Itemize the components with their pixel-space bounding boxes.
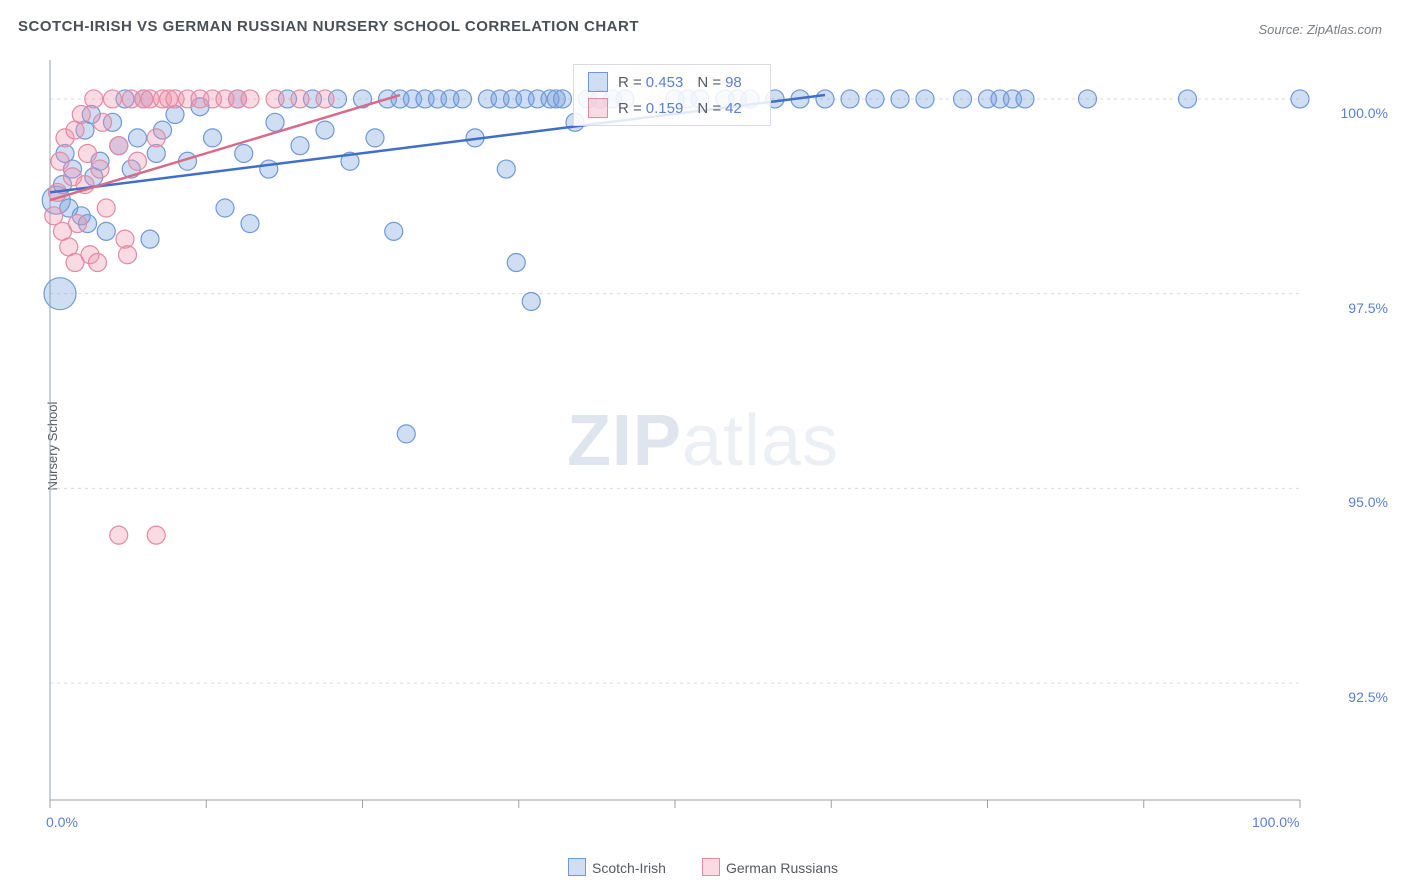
scatter-point	[204, 129, 222, 147]
x-tick-label: 100.0%	[1252, 814, 1299, 830]
scatter-point	[110, 526, 128, 544]
scatter-point	[44, 278, 76, 310]
y-tick-label: 92.5%	[1348, 689, 1388, 705]
legend-label: German Russians	[726, 860, 838, 876]
stats-swatch	[588, 98, 608, 118]
scatter-point	[260, 160, 278, 178]
scatter-point	[954, 90, 972, 108]
scatter-point	[241, 215, 259, 233]
scatter-point	[147, 526, 165, 544]
scatter-point	[866, 90, 884, 108]
scatter-point	[51, 152, 69, 170]
legend-item: German Russians	[702, 860, 838, 876]
scatter-point	[110, 137, 128, 155]
scatter-point	[141, 230, 159, 248]
scatter-point	[554, 90, 572, 108]
scatter-point	[97, 199, 115, 217]
scatter-point	[79, 144, 97, 162]
scatter-point	[85, 90, 103, 108]
scatter-point	[841, 90, 859, 108]
scatter-point	[89, 254, 107, 272]
stats-row: R = 0.159 N = 42	[574, 95, 770, 121]
scatter-point	[94, 113, 112, 131]
legend-swatch	[568, 858, 586, 876]
scatter-point	[1291, 90, 1309, 108]
scatter-point	[129, 129, 147, 147]
scatter-point	[507, 254, 525, 272]
scatter-point	[104, 90, 122, 108]
scatter-point	[816, 90, 834, 108]
scatter-point	[129, 152, 147, 170]
scatter-point	[291, 90, 309, 108]
scatter-point	[397, 425, 415, 443]
scatter-point	[266, 113, 284, 131]
trend-line	[50, 95, 400, 200]
stats-swatch	[588, 72, 608, 92]
scatter-point	[1016, 90, 1034, 108]
scatter-point	[72, 106, 90, 124]
scatter-point	[66, 254, 84, 272]
scatter-point	[1179, 90, 1197, 108]
stats-r-value: 0.159	[646, 100, 684, 117]
stats-n-label: N =	[697, 74, 721, 91]
scatter-point	[147, 129, 165, 147]
scatter-plot	[40, 50, 1360, 830]
legend-item: Scotch-Irish	[568, 860, 666, 876]
scatter-point	[116, 230, 134, 248]
scatter-point	[497, 160, 515, 178]
stats-n-value: 98	[725, 74, 742, 91]
scatter-point	[216, 199, 234, 217]
scatter-point	[91, 160, 109, 178]
scatter-point	[119, 246, 137, 264]
scatter-point	[69, 215, 87, 233]
scatter-point	[97, 222, 115, 240]
scatter-point	[316, 90, 334, 108]
scatter-point	[522, 292, 540, 310]
legend-bottom: Scotch-Irish German Russians	[0, 858, 1406, 876]
source-attribution: Source: ZipAtlas.com	[1258, 22, 1382, 37]
y-tick-label: 97.5%	[1348, 300, 1388, 316]
stats-r-label: R =	[618, 74, 642, 91]
legend-label: Scotch-Irish	[592, 860, 666, 876]
x-tick-label: 0.0%	[46, 814, 78, 830]
stats-row: R = 0.453 N = 98	[574, 69, 770, 95]
scatter-point	[891, 90, 909, 108]
scatter-point	[316, 121, 334, 139]
y-tick-label: 100.0%	[1341, 105, 1388, 121]
legend-swatch	[702, 858, 720, 876]
scatter-point	[454, 90, 472, 108]
scatter-point	[235, 144, 253, 162]
scatter-point	[266, 90, 284, 108]
stats-n-value: 42	[725, 100, 742, 117]
scatter-point	[366, 129, 384, 147]
y-tick-label: 95.0%	[1348, 494, 1388, 510]
chart-container: SCOTCH-IRISH VS GERMAN RUSSIAN NURSERY S…	[0, 0, 1406, 892]
scatter-point	[241, 90, 259, 108]
stats-legend-box: R = 0.453 N = 98 R = 0.159 N = 42	[573, 64, 771, 126]
scatter-point	[1079, 90, 1097, 108]
chart-title: SCOTCH-IRISH VS GERMAN RUSSIAN NURSERY S…	[18, 18, 639, 35]
stats-n-label: N =	[697, 100, 721, 117]
stats-r-label: R =	[618, 100, 642, 117]
scatter-point	[385, 222, 403, 240]
stats-r-value: 0.453	[646, 74, 684, 91]
scatter-point	[291, 137, 309, 155]
scatter-point	[916, 90, 934, 108]
